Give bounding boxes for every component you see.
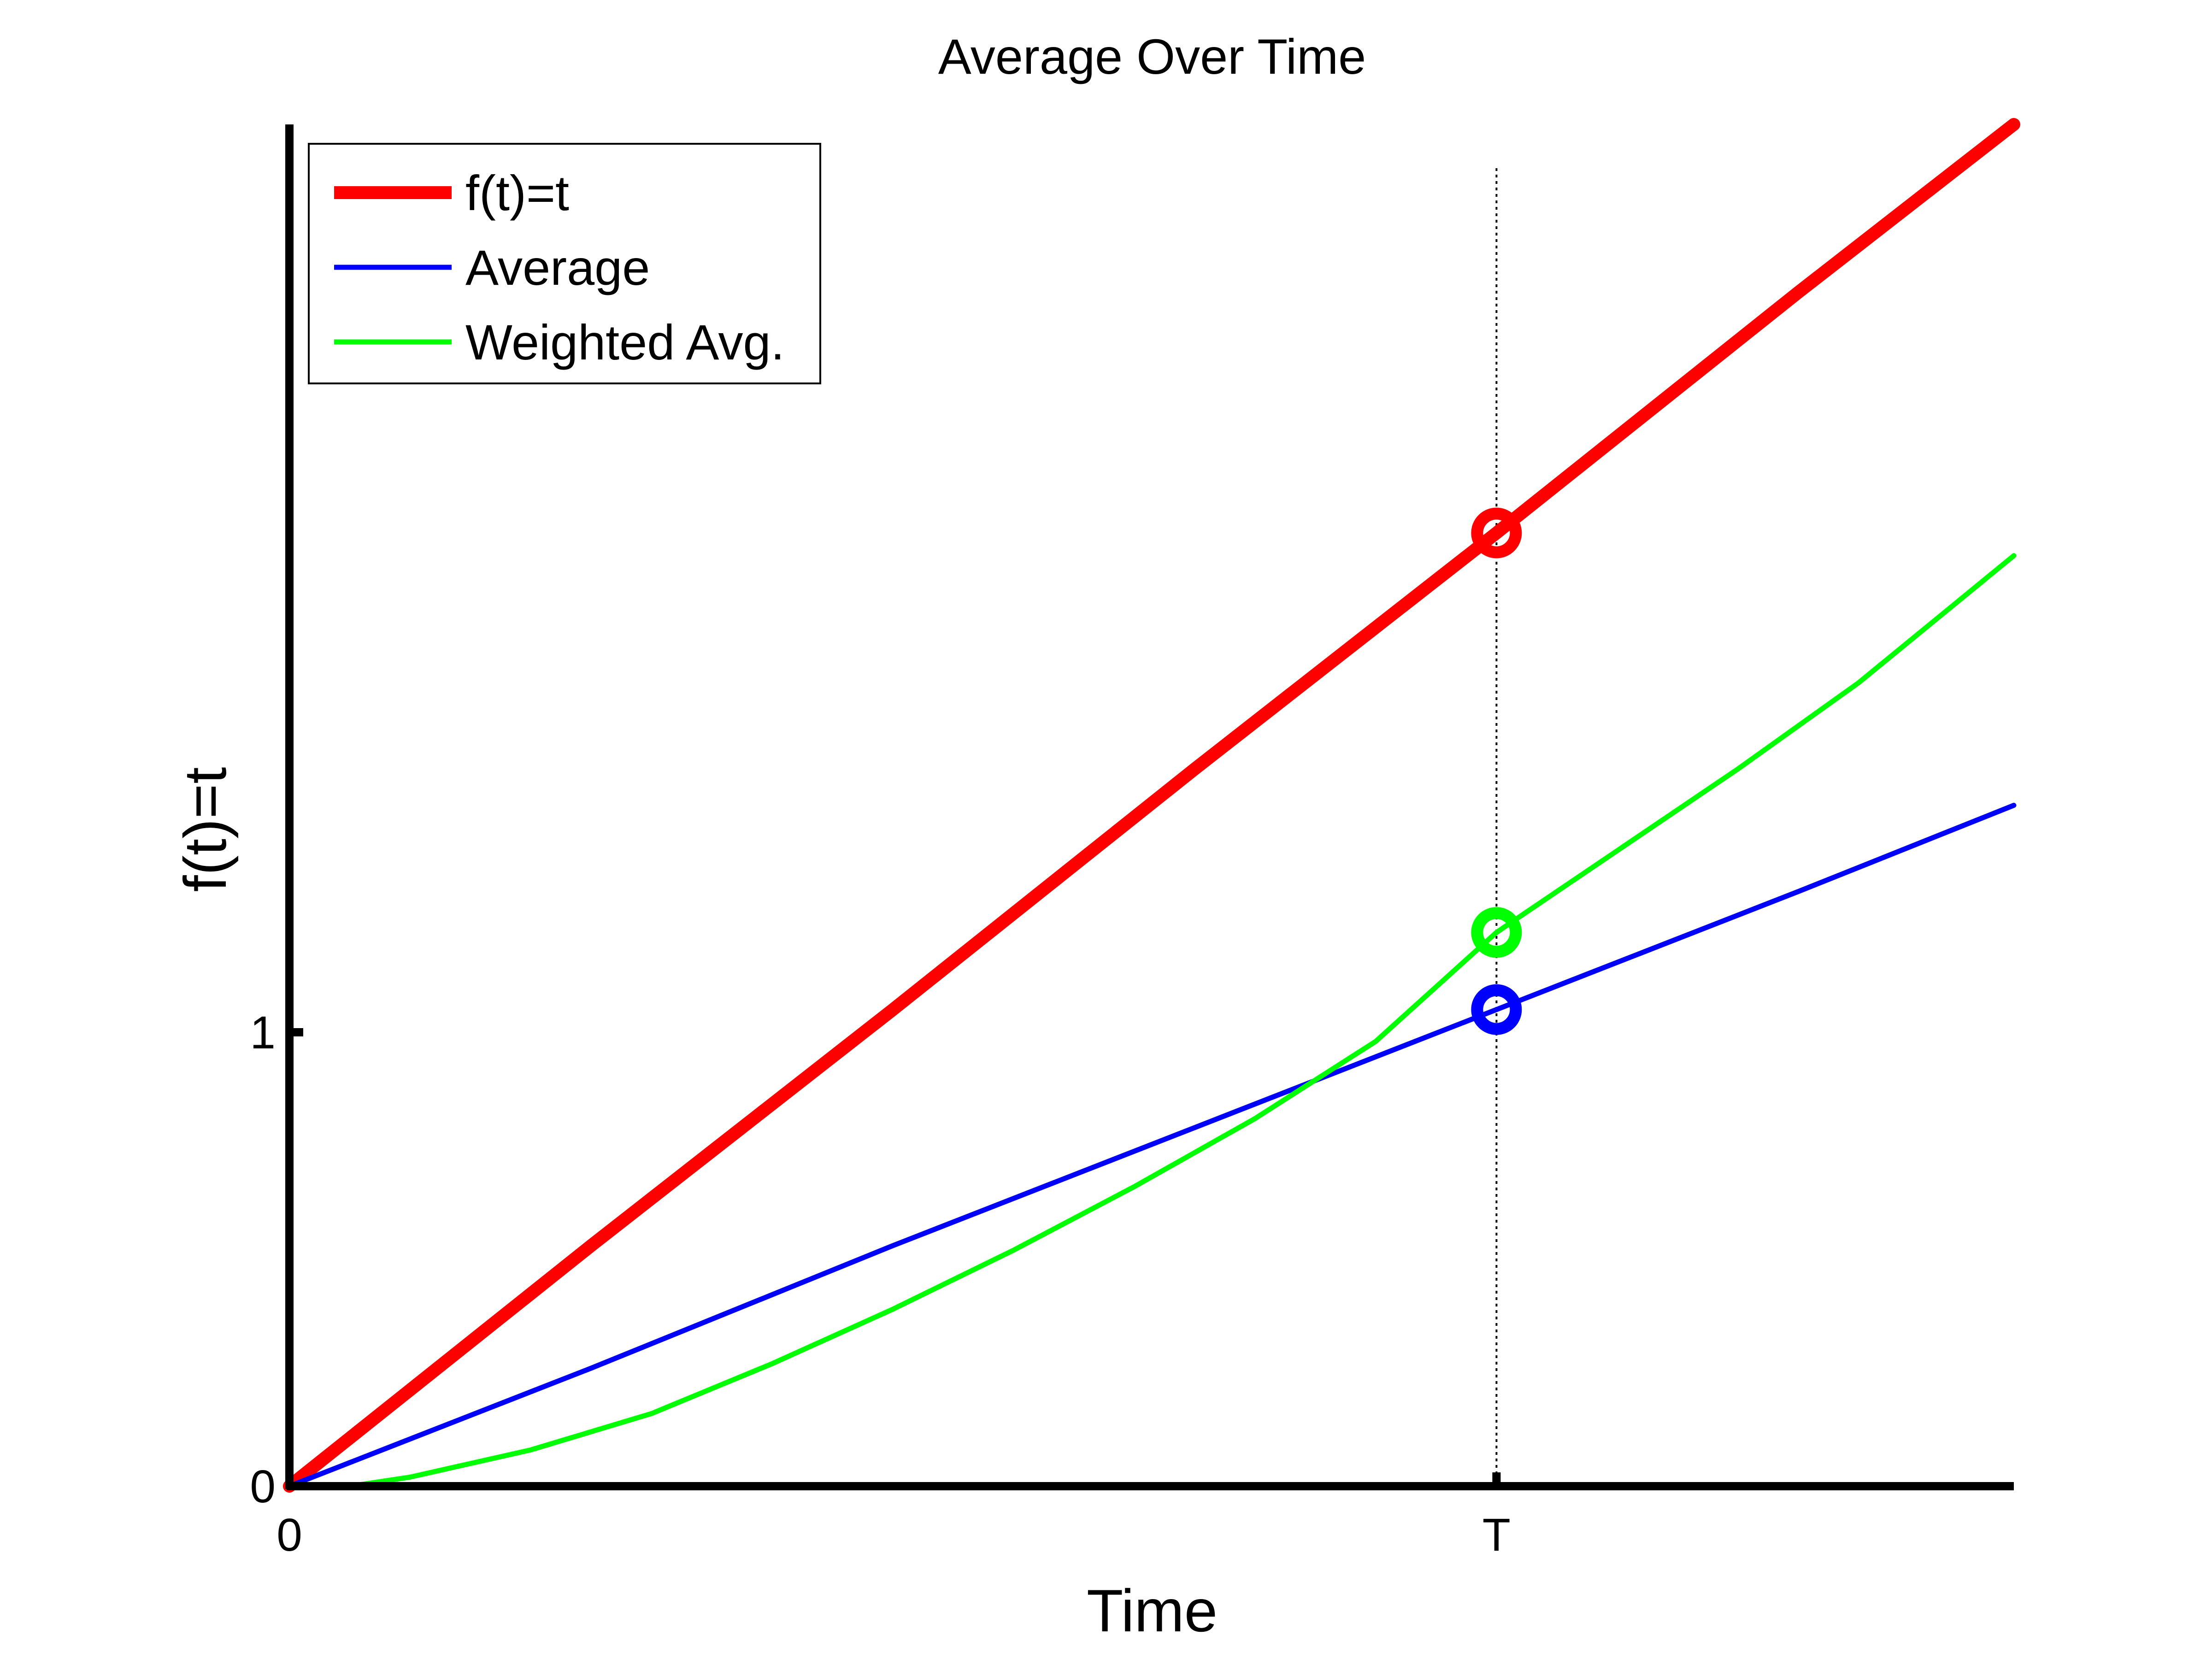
plot-area: 0 T 0 1: [250, 118, 2020, 1561]
x-tick-label: 0: [276, 1509, 302, 1561]
series-marker-1: [1471, 507, 1522, 559]
legend: f(t)=t Average Weighted Avg.: [308, 143, 821, 384]
legend-label-2: Average: [465, 240, 650, 295]
x-axis-label: Time: [1087, 1577, 1218, 1644]
legend-label-1: f(t)=t: [465, 165, 569, 221]
series-line-3: [287, 553, 2017, 1489]
y-axis-label: f(t)=t: [171, 767, 239, 892]
series-marker-2: [1471, 984, 1522, 1035]
chart-title: Average Over Time: [938, 29, 1366, 84]
series-line-1: [283, 118, 2020, 1493]
series-line-2: [287, 803, 2017, 1489]
x-tick-label: T: [1483, 1509, 1511, 1561]
y-tick-label: 0: [250, 1461, 276, 1512]
y-tick-label: 1: [250, 1007, 276, 1059]
legend-label-3: Weighted Avg.: [465, 314, 785, 370]
series-marker-3: [1471, 907, 1522, 958]
